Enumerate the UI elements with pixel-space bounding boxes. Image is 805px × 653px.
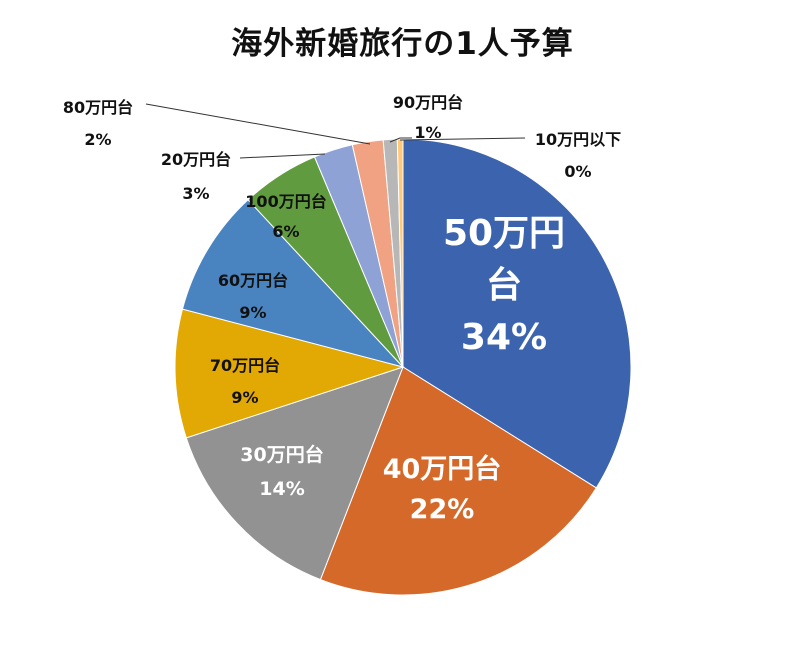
- slice-label-10: 10万円以下 0%: [535, 124, 621, 188]
- slice-label-70-name: 70万円台: [209, 356, 281, 375]
- slice-label-50-pct: 34%: [460, 317, 548, 358]
- slice-label-30: 30万円台 14%: [240, 438, 323, 506]
- pie-slice-4: [181, 199, 405, 368]
- pie-slice-0: [402, 138, 632, 489]
- slice-label-80-pct: 2%: [84, 130, 112, 149]
- pie-slice-2: [185, 366, 404, 581]
- slice-label-90-name: 90万円台: [392, 93, 464, 112]
- slice-label-90-pct: 1%: [414, 123, 442, 142]
- slice-label-30-name: 30万円台: [240, 444, 324, 466]
- slice-label-20: 20万円台 3%: [161, 143, 231, 211]
- slice-label-50: 50万円 台 34%: [443, 208, 565, 364]
- slice-label-30-pct: 14%: [259, 478, 305, 500]
- slice-label-50-name1: 50万円: [442, 213, 566, 254]
- slice-label-40: 40万円台 22%: [383, 450, 502, 530]
- slice-label-60-name: 60万円台: [217, 271, 289, 290]
- pie-slices: [174, 138, 632, 596]
- slice-label-20-name: 20万円台: [160, 150, 232, 169]
- slice-label-70: 70万円台 9%: [210, 350, 280, 414]
- pie-slice-3: [174, 308, 405, 439]
- slice-label-100-pct: 6%: [272, 222, 300, 241]
- slice-label-40-name: 40万円台: [382, 454, 502, 485]
- slice-label-20-pct: 3%: [182, 184, 210, 203]
- slice-label-60-pct: 9%: [239, 303, 267, 322]
- pie-slice-1: [319, 366, 597, 596]
- leader-line-10: [399, 137, 526, 141]
- slice-label-50-name2: 台: [485, 265, 523, 306]
- slice-label-80: 80万円台 2%: [63, 92, 133, 156]
- chart-title: 海外新婚旅行の1人予算: [231, 26, 574, 62]
- slice-label-60: 60万円台 9%: [218, 265, 288, 329]
- slice-label-10-pct: 0%: [564, 162, 592, 181]
- slice-label-100-name: 100万円台: [245, 192, 327, 211]
- leader-line-20: [239, 153, 326, 159]
- slice-label-80-name: 80万円台: [62, 98, 134, 117]
- leader-line-90: [389, 137, 412, 143]
- leader-line-80: [145, 103, 371, 145]
- slice-label-100: 100万円台 6%: [245, 187, 326, 247]
- slice-label-10-name: 10万円以下: [534, 130, 622, 149]
- slice-label-90: 90万円台 1%: [393, 88, 463, 148]
- slice-label-40-pct: 22%: [409, 494, 475, 525]
- leader-lines: [145, 103, 526, 159]
- slice-label-70-pct: 9%: [231, 388, 259, 407]
